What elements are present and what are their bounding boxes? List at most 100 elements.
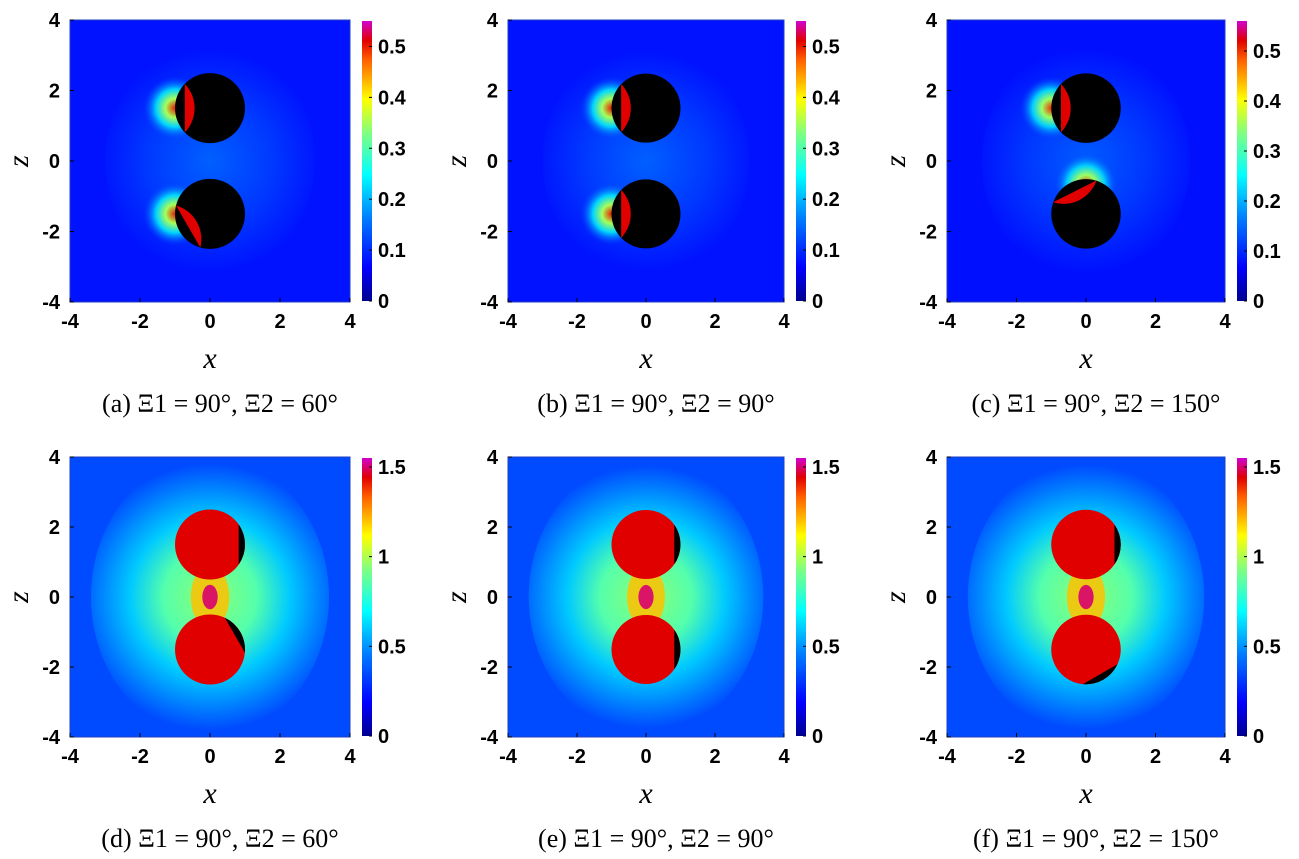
x-tick-label: -2	[568, 746, 586, 768]
x-tick-label: 0	[1080, 311, 1091, 333]
x-tick-label: 2	[1150, 311, 1161, 333]
sphere-1-cap	[674, 524, 681, 565]
y-tick-label: -2	[42, 222, 60, 244]
colorbar	[796, 458, 806, 736]
y-tick-label: 0	[487, 151, 498, 173]
y-tick-label: 4	[49, 10, 61, 32]
colorbar-tick-label: 0.5	[812, 36, 840, 58]
y-tick-label: 0	[926, 587, 937, 609]
colorbar-tick-label: 1.5	[812, 457, 840, 479]
x-axis-label: x	[202, 342, 217, 375]
y-tick-label: 4	[49, 447, 61, 469]
colorbar-tick-label: 0.1	[812, 240, 840, 262]
x-tick-label: 4	[344, 311, 356, 333]
panel-caption: (d) Ξ1 = 90°, Ξ2 = 60°	[101, 824, 338, 853]
colorbar-tick-label: 0	[812, 726, 823, 748]
panel-a: -4 -2 0 2 4 -4 -2 0 2 4 x z 0 0.1 0.2 0.3 0.4 0.5 (a) Ξ1 =…	[2, 10, 407, 418]
x-tick-label: 4	[778, 746, 790, 768]
colorbar-tick-label: 0.1	[1253, 241, 1281, 263]
colorbar-tick-label: 0.3	[812, 138, 840, 160]
x-tick-label: -2	[131, 311, 149, 333]
sphere-2-cap	[674, 629, 681, 670]
x-tick-label: 4	[1219, 746, 1231, 768]
y-axis-label: z	[440, 155, 473, 168]
y-tick-label: -4	[480, 727, 499, 749]
x-tick-label: 0	[640, 311, 651, 333]
colorbar-tick-label: 0.5	[378, 36, 406, 58]
y-tick-label: -2	[480, 222, 498, 244]
y-axis-label: z	[440, 591, 473, 604]
y-axis-label: z	[879, 591, 912, 604]
y-axis-label: z	[2, 591, 35, 604]
y-tick-label: 2	[487, 517, 498, 539]
y-tick-label: -4	[42, 292, 61, 314]
y-tick-label: 0	[487, 587, 498, 609]
colorbar-tick-label: 0.5	[1253, 41, 1281, 63]
x-tick-label: -4	[61, 311, 80, 333]
colorbar-tick-label: 0	[378, 291, 389, 313]
sphere-1	[1051, 73, 1121, 143]
x-axis-label: x	[1078, 342, 1093, 375]
y-tick-label: 0	[49, 151, 60, 173]
x-tick-label: 0	[204, 746, 215, 768]
x-tick-label: -4	[499, 311, 518, 333]
colorbar	[362, 458, 372, 736]
sphere-1-cap	[1114, 524, 1121, 565]
colorbar-tick-label: 0.3	[1253, 141, 1281, 163]
colorbar-tick-label: 0.5	[812, 636, 840, 658]
x-tick-label: -2	[568, 311, 586, 333]
colorbar-tick-label: 0.5	[378, 636, 406, 658]
colorbar-tick-label: 0	[1253, 291, 1264, 313]
y-tick-label: 2	[926, 81, 937, 103]
panel-d: -4 -2 0 2 4 -4 -2 0 2 4 x z 0 0.5 1 1.5 (d) Ξ1 = 90°, Ξ2…	[2, 447, 406, 853]
x-axis-label: x	[638, 777, 653, 810]
sphere-2	[611, 179, 681, 249]
y-tick-label: -4	[480, 292, 499, 314]
colorbar-tick-label: 1.5	[1253, 457, 1281, 479]
x-tick-label: -2	[131, 746, 149, 768]
colorbar-tick-label: 0	[812, 291, 823, 313]
y-axis-label: z	[879, 155, 912, 168]
panel-caption: (f) Ξ1 = 90°, Ξ2 = 150°	[973, 824, 1219, 853]
field-neck-peak	[638, 584, 654, 610]
colorbar-tick-label: 0.2	[812, 189, 840, 211]
panel-c: -4 -2 0 2 4 -4 -2 0 2 4 x z 0 0.1 0.2 0.3 0.4 0.5 (c) Ξ1 =…	[879, 10, 1282, 418]
x-tick-label: 2	[1150, 746, 1161, 768]
sphere-1-cap	[621, 84, 631, 133]
y-tick-label: -4	[919, 727, 938, 749]
x-tick-label: 0	[1080, 746, 1091, 768]
y-tick-label: -2	[919, 222, 937, 244]
sphere-2-cap	[224, 617, 246, 653]
x-tick-label: -2	[1008, 311, 1026, 333]
y-tick-label: 2	[49, 81, 60, 103]
colorbar	[1237, 21, 1247, 301]
colorbar	[362, 21, 372, 301]
x-axis-label: x	[638, 342, 653, 375]
x-tick-label: -4	[499, 746, 518, 768]
field-neck-peak	[1078, 584, 1094, 610]
sphere-1	[175, 73, 245, 144]
sphere-1	[611, 73, 681, 143]
sphere-1	[175, 509, 245, 580]
y-tick-label: -4	[42, 727, 61, 749]
sphere-1	[1051, 509, 1121, 580]
colorbar-tick-label: 0.1	[378, 240, 406, 262]
x-tick-label: -2	[1008, 746, 1026, 768]
x-tick-label: 2	[274, 746, 285, 768]
y-axis-label: z	[2, 155, 35, 168]
colorbar-tick-label: 1	[378, 547, 389, 569]
y-tick-label: 2	[487, 81, 498, 103]
sphere-2-cap	[176, 205, 202, 248]
colorbar-tick-label: 0.2	[1253, 191, 1281, 213]
y-tick-label: 2	[49, 517, 60, 539]
y-tick-label: 4	[926, 447, 938, 469]
colorbar	[796, 21, 806, 301]
y-tick-label: -4	[919, 292, 938, 314]
colorbar-tick-label: 0.3	[378, 138, 406, 160]
panel-e: -4 -2 0 2 4 -4 -2 0 2 4 x z 0 0.5 1 1.5 (e) Ξ1 = 90°, Ξ2…	[440, 447, 840, 853]
colorbar-tick-label: 1	[1253, 547, 1264, 569]
y-tick-label: 2	[926, 517, 937, 539]
y-tick-label: 0	[49, 587, 60, 609]
panel-caption: (b) Ξ1 = 90°, Ξ2 = 90°	[537, 389, 774, 418]
